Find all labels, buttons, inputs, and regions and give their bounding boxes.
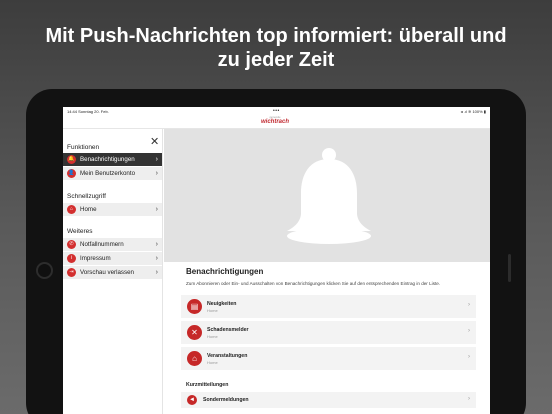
page-title: Benachrichtigungen (186, 267, 264, 276)
chevron-right-icon: › (155, 241, 158, 248)
list-item-subtitle: Home (207, 334, 218, 339)
close-icon[interactable]: ✕ (150, 136, 160, 148)
sidebar-item-benutzerkonto[interactable]: 👤 Mein Benutzerkonto › (63, 167, 162, 180)
news-icon: ▤ (187, 299, 202, 314)
section-title-funktionen: Funktionen (67, 144, 100, 151)
section-title-kurzmitteilungen: Kurzmitteilungen (186, 382, 229, 388)
chevron-right-icon: › (155, 156, 158, 163)
app-logo: gemeinde wichtrach (255, 116, 295, 127)
chevron-right-icon: › (468, 328, 470, 334)
info-icon: i (67, 254, 76, 263)
chevron-right-icon: › (155, 255, 158, 262)
sidebar-item-label: Notfallnummern (80, 241, 124, 248)
chevron-right-icon: › (155, 170, 158, 177)
tablet-side-button (508, 254, 511, 282)
list-item-schadensmelder[interactable]: ✕ Schadensmelder Home › (181, 321, 476, 344)
list-item-title: Veranstaltungen (207, 353, 248, 359)
sidebar-item-label: Home (80, 206, 97, 213)
sidebar-item-impressum[interactable]: i Impressum › (63, 252, 162, 265)
sidebar-item-vorschau-verlassen[interactable]: ⇥ Vorschau verlassen › (63, 266, 162, 279)
section-title-weiteres: Weiteres (67, 228, 93, 235)
sidebar-item-label: Benachrichtigungen (80, 156, 135, 163)
sidebar-item-benachrichtigungen[interactable]: 🔔 Benachrichtigungen › (63, 153, 162, 166)
list-item-title: Neuigkeiten (207, 301, 237, 307)
status-time: 14:44 Sonntag 20. Feb. (67, 109, 109, 114)
home-button (36, 262, 53, 279)
promo-headline-line1: Mit Push-Nachrichten top informiert: übe… (45, 25, 507, 47)
list-item-title: Schadensmelder (207, 327, 249, 333)
list-item-subtitle: Home (207, 360, 218, 365)
chevron-right-icon: › (468, 396, 470, 402)
hero-banner (164, 129, 490, 262)
chevron-right-icon: › (468, 302, 470, 308)
list-item-neuigkeiten[interactable]: ▤ Neuigkeiten Home › (181, 295, 476, 318)
sidebar-item-label: Vorschau verlassen (80, 269, 134, 276)
sidebar-item-home[interactable]: ⌂ Home › (63, 203, 162, 216)
sidebar-item-label: Mein Benutzerkonto (80, 170, 136, 177)
chevron-right-icon: › (155, 269, 158, 276)
tools-icon: ✕ (187, 325, 202, 340)
logo-big: wichtrach (260, 119, 289, 125)
list-item-sondermeldungen[interactable]: ◄ Sondermeldungen › (181, 392, 476, 408)
page-description: Zum Abonnieren oder Ein- und Ausschalten… (186, 281, 441, 286)
list-item-subtitle: Home (207, 308, 218, 313)
bell-icon: 🔔 (67, 155, 76, 164)
sidebar: ✕ Funktionen 🔔 Benachrichtigungen › 👤 Me… (63, 129, 163, 414)
megaphone-icon: ◄ (187, 395, 197, 405)
app-screen: 14:44 Sonntag 20. Feb. ••• ◂ .ıl ≋ 100% … (63, 107, 490, 414)
sidebar-item-label: Impressum (80, 255, 111, 262)
phone-icon: ✆ (67, 240, 76, 249)
promo-headline: Mit Push-Nachrichten top informiert: übe… (0, 24, 552, 72)
home-icon: ⌂ (67, 205, 76, 214)
bell-icon (287, 148, 371, 244)
chevron-right-icon: › (468, 354, 470, 360)
status-indicators: ◂ .ıl ≋ 100% ▮ (460, 109, 486, 114)
chevron-right-icon: › (155, 206, 158, 213)
list-item-title: Sondermeldungen (203, 397, 249, 403)
logo-small: gemeinde (269, 116, 281, 119)
event-icon: ⌂ (187, 351, 202, 366)
list-item-veranstaltungen[interactable]: ⌂ Veranstaltungen Home › (181, 347, 476, 370)
promo-headline-line2: zu jeder Zeit (217, 49, 335, 71)
sidebar-item-notfallnummern[interactable]: ✆ Notfallnummern › (63, 238, 162, 251)
header-divider (63, 128, 490, 129)
exit-icon: ⇥ (67, 268, 76, 277)
multitask-dots[interactable]: ••• (273, 108, 280, 114)
user-icon: 👤 (67, 169, 76, 178)
section-title-schnellzugriff: Schnellzugriff (67, 193, 106, 200)
status-bar: 14:44 Sonntag 20. Feb. ••• ◂ .ıl ≋ 100% … (63, 107, 490, 116)
